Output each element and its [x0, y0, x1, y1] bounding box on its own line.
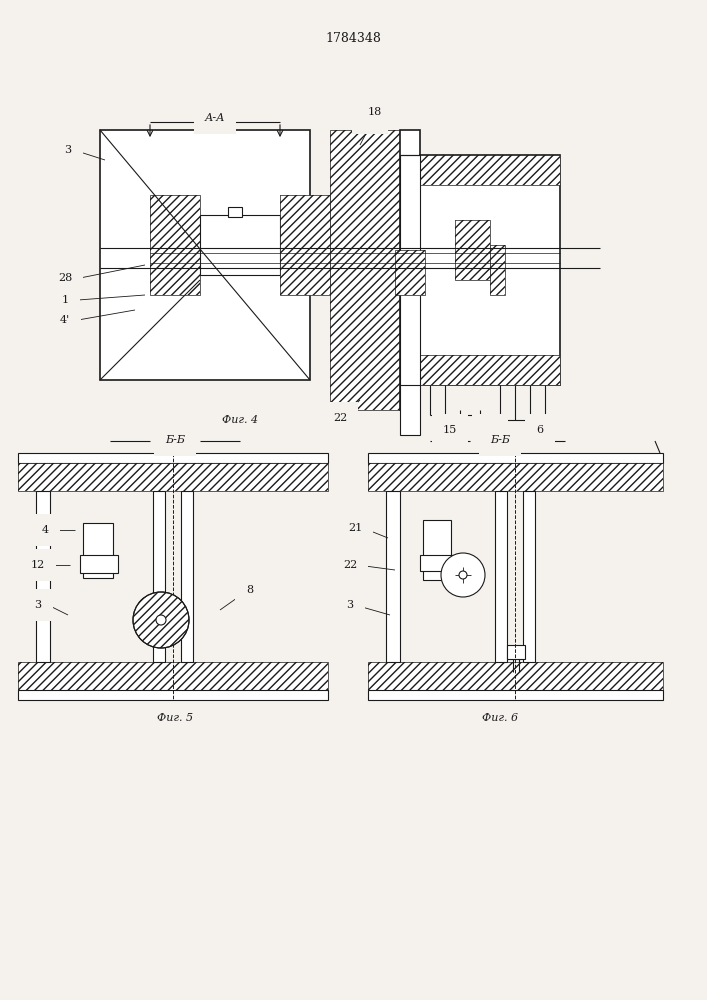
Text: 12: 12	[31, 560, 45, 570]
Bar	[18, 463, 328, 491]
Bar	[200, 215, 280, 275]
Bar	[368, 453, 663, 463]
Text: 4': 4'	[60, 315, 70, 325]
Bar	[523, 491, 535, 662]
Text: Б-Б: Б-Б	[165, 435, 185, 445]
Text: Фиг. 4: Фиг. 4	[222, 415, 258, 425]
Text: 3: 3	[346, 600, 354, 610]
Text: 28: 28	[58, 273, 72, 283]
Bar	[490, 245, 505, 295]
Bar	[420, 355, 560, 385]
Bar	[507, 645, 525, 659]
Bar	[181, 491, 193, 662]
Bar	[18, 453, 328, 463]
Bar	[18, 463, 328, 491]
Text: 22: 22	[343, 560, 357, 570]
Bar	[228, 207, 242, 217]
Text: Фиг. 5: Фиг. 5	[157, 713, 193, 723]
Bar	[395, 250, 425, 295]
Bar	[36, 491, 50, 662]
Circle shape	[459, 571, 467, 579]
Text: 1784348: 1784348	[325, 31, 381, 44]
Bar	[18, 662, 328, 690]
Circle shape	[156, 615, 166, 625]
Bar	[490, 245, 505, 295]
Text: 22: 22	[333, 413, 347, 423]
Bar	[368, 463, 663, 491]
Bar	[420, 155, 560, 185]
Bar	[280, 195, 330, 295]
Bar	[150, 195, 200, 295]
Text: 18: 18	[368, 107, 382, 117]
Circle shape	[441, 553, 485, 597]
Bar	[83, 523, 113, 578]
Bar	[100, 130, 310, 380]
Text: 8: 8	[247, 585, 254, 595]
Bar	[455, 220, 490, 280]
Text: 15: 15	[443, 425, 457, 435]
Bar	[80, 555, 118, 573]
Bar	[368, 662, 663, 690]
Bar	[280, 195, 330, 295]
Text: Б-Б: Б-Б	[490, 435, 510, 445]
Bar	[400, 155, 420, 435]
Bar	[368, 690, 663, 700]
Text: 6: 6	[537, 425, 544, 435]
Bar	[18, 690, 328, 700]
Bar	[455, 220, 490, 280]
Bar	[150, 195, 200, 295]
Bar	[495, 491, 507, 662]
Bar	[368, 463, 663, 491]
Text: Фиг. 6: Фиг. 6	[482, 713, 518, 723]
Bar	[386, 491, 400, 662]
Bar	[420, 355, 560, 385]
Text: 3: 3	[64, 145, 71, 155]
Text: 1: 1	[62, 295, 69, 305]
Bar	[400, 130, 420, 410]
Text: 3: 3	[35, 600, 42, 610]
Bar	[330, 130, 400, 410]
Bar	[420, 555, 456, 571]
Text: 14: 14	[483, 425, 497, 435]
Text: А-А: А-А	[205, 113, 226, 123]
Bar	[395, 250, 425, 295]
Text: 18: 18	[363, 113, 377, 123]
Text: 21: 21	[348, 523, 362, 533]
Bar	[153, 491, 165, 662]
Text: 4: 4	[42, 525, 49, 535]
Circle shape	[133, 592, 189, 648]
Bar	[18, 662, 328, 690]
Bar	[420, 155, 560, 185]
Bar	[423, 520, 451, 580]
Bar	[420, 155, 560, 385]
Bar	[368, 662, 663, 690]
Bar	[330, 130, 400, 410]
